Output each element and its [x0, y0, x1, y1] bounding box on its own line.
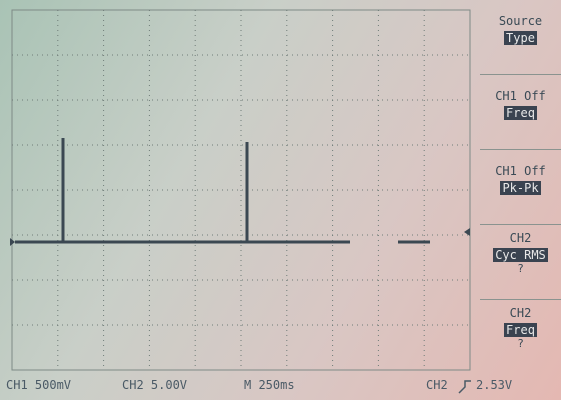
menu-label: CH1 Off	[495, 89, 546, 103]
menu-item[interactable]: Source Type	[480, 0, 561, 75]
menu-item[interactable]: CH2 Cyc RMS?	[480, 225, 561, 300]
menu-value: Type	[504, 31, 537, 45]
trace	[15, 138, 430, 244]
menu-value: Freq	[504, 323, 537, 337]
trigger-source: CH2	[426, 378, 448, 392]
trigger-slope-icon	[458, 380, 471, 394]
ch1-scale: CH1 500mV	[6, 378, 72, 392]
waveform	[15, 138, 350, 244]
menu-value: Pk-Pk	[500, 181, 541, 195]
menu-item[interactable]: CH1 Off Pk-Pk	[480, 150, 561, 225]
menu-label: CH1 Off	[495, 164, 546, 178]
grid	[12, 10, 470, 370]
graticule	[10, 9, 471, 371]
status-bar: CH1 500mV CH2 5.00V M 250ms CH2 2.53V	[0, 374, 561, 400]
ch2-scale: CH2 5.00V	[122, 378, 188, 392]
menu-item[interactable]: CH1 Off Freq	[480, 75, 561, 150]
menu-label: Source	[498, 14, 543, 28]
menu-label: CH2	[509, 231, 532, 245]
menu-item[interactable]: CH2 Freq?	[480, 300, 561, 375]
menu-note: ?	[517, 262, 524, 275]
menu-value: Cyc RMS	[493, 248, 548, 262]
trigger-level: 2.53V	[476, 378, 513, 392]
timebase: M 250ms	[244, 378, 295, 392]
side-menu: Source Type CH1 Off Freq CH1 Off Pk-Pk CH2 C…	[480, 0, 561, 375]
trigger-marker	[464, 228, 470, 236]
menu-value: Freq	[504, 106, 537, 120]
menu-note: ?	[517, 337, 524, 350]
menu-label: CH2	[509, 306, 532, 320]
ground-marker	[10, 238, 15, 246]
